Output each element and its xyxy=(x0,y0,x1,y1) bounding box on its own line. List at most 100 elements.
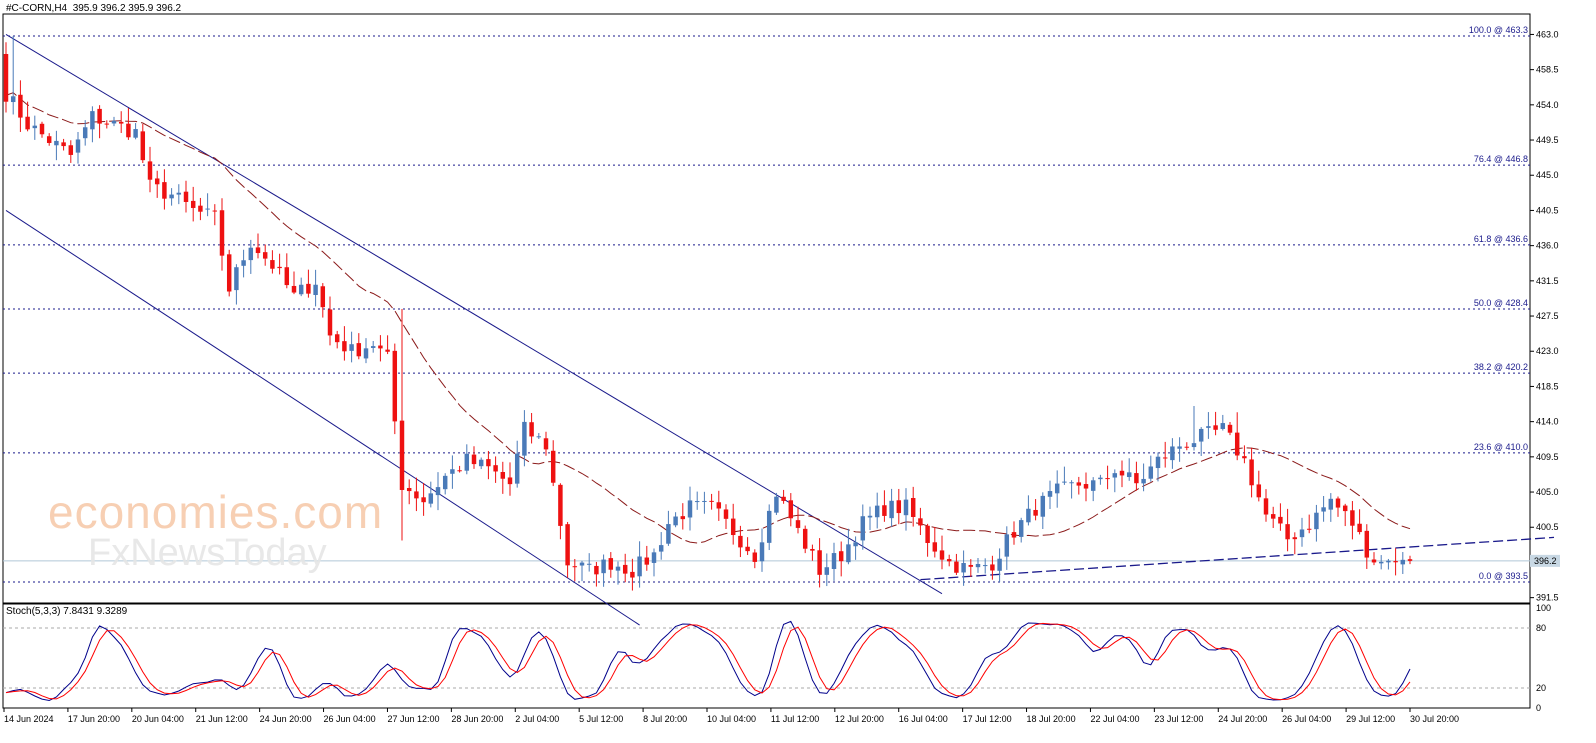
candle-body xyxy=(939,550,945,560)
candle-body xyxy=(1285,524,1290,540)
candle-body xyxy=(291,285,297,293)
candle xyxy=(392,343,398,435)
candle-body xyxy=(766,510,772,543)
candle xyxy=(1119,460,1125,488)
candle xyxy=(421,482,426,516)
candle-body xyxy=(1018,520,1024,537)
candle-body xyxy=(1350,510,1355,526)
candle-body xyxy=(954,561,959,573)
candle-body xyxy=(673,516,678,526)
candle xyxy=(752,549,758,569)
candle-body xyxy=(1076,482,1082,486)
candle xyxy=(507,462,513,496)
candle-body xyxy=(702,500,707,502)
candle-body xyxy=(666,524,671,544)
candle xyxy=(882,490,887,522)
candle xyxy=(694,491,700,510)
y-tick-label: 405.0 xyxy=(1536,487,1559,497)
candle-body xyxy=(982,565,988,567)
y-tick-label: 440.5 xyxy=(1536,205,1559,215)
candle-body xyxy=(1134,473,1139,484)
oscillator-values: 7.8431 9.3289 xyxy=(63,606,128,617)
candle-body xyxy=(1112,473,1118,478)
candle xyxy=(622,553,628,583)
candle-body xyxy=(61,142,66,147)
candle xyxy=(1393,548,1398,576)
candle-body xyxy=(889,500,894,519)
candle xyxy=(594,561,599,587)
candle xyxy=(658,532,664,560)
fib-label: 100.0 @ 463.3 xyxy=(1469,25,1528,35)
candle xyxy=(25,101,30,132)
candle xyxy=(1098,474,1103,485)
candle-body xyxy=(18,94,23,118)
candle xyxy=(997,548,1002,582)
current-price-label: 396.2 xyxy=(1534,556,1557,566)
y-tick-label: 427.5 xyxy=(1536,311,1559,321)
candle-body xyxy=(392,350,398,422)
candle-body xyxy=(759,542,765,562)
oscillator-level-label: 20 xyxy=(1536,683,1546,693)
candle xyxy=(1220,414,1226,431)
candle-body xyxy=(507,477,513,485)
channel-upper-line xyxy=(5,34,943,595)
candle-body xyxy=(399,420,405,490)
candle-body xyxy=(1090,480,1096,491)
candle-body xyxy=(342,341,347,352)
candle xyxy=(1033,499,1038,521)
candle-body xyxy=(442,475,448,490)
candle-body xyxy=(608,558,614,570)
candle-body xyxy=(255,247,261,254)
candle-body xyxy=(1162,457,1168,459)
candle xyxy=(349,331,354,363)
candle-body xyxy=(75,139,81,153)
y-tick-label: 418.5 xyxy=(1536,381,1559,391)
candle-body xyxy=(1062,481,1067,483)
candle xyxy=(1054,470,1060,508)
y-tick-label: 436.0 xyxy=(1536,241,1559,251)
candle xyxy=(118,111,124,133)
candle-body xyxy=(630,571,635,578)
candle xyxy=(702,491,707,514)
candle-body xyxy=(586,563,592,565)
candle xyxy=(896,488,902,525)
candle-body xyxy=(514,453,520,484)
candle-body xyxy=(882,505,887,516)
candle-body xyxy=(248,247,254,261)
candle-body xyxy=(428,493,434,504)
candle xyxy=(500,461,506,494)
candle xyxy=(54,130,59,161)
candle xyxy=(219,198,225,271)
y-tick-label: 391.5 xyxy=(1536,593,1559,603)
moving-average-line xyxy=(5,92,1411,544)
candle xyxy=(745,537,750,555)
oscillator-pane xyxy=(2,603,1531,709)
candle xyxy=(954,553,959,575)
candle xyxy=(932,526,938,558)
candle xyxy=(781,489,786,504)
candle-body xyxy=(1335,498,1341,508)
x-tick-label: 18 Jul 20:00 xyxy=(1027,714,1076,724)
x-tick-label: 23 Jul 12:00 xyxy=(1154,714,1203,724)
candle xyxy=(608,552,614,578)
price-pane xyxy=(2,13,1531,604)
candle-body xyxy=(860,516,866,541)
candle xyxy=(1170,438,1175,469)
candle xyxy=(774,492,779,515)
candle xyxy=(975,557,981,573)
candle xyxy=(414,477,419,512)
candle-body xyxy=(349,344,354,351)
candle-body xyxy=(1213,425,1218,430)
current-price-tag xyxy=(1530,554,1560,567)
candle xyxy=(846,528,851,565)
candle xyxy=(284,253,290,289)
x-tick-label: 10 Jul 04:00 xyxy=(707,714,756,724)
candle-body xyxy=(486,459,491,467)
candle-body xyxy=(32,125,38,129)
candle xyxy=(39,121,45,138)
candle-body xyxy=(615,566,621,571)
candle xyxy=(1198,427,1204,456)
candle xyxy=(536,433,542,439)
candle-body xyxy=(450,469,455,474)
